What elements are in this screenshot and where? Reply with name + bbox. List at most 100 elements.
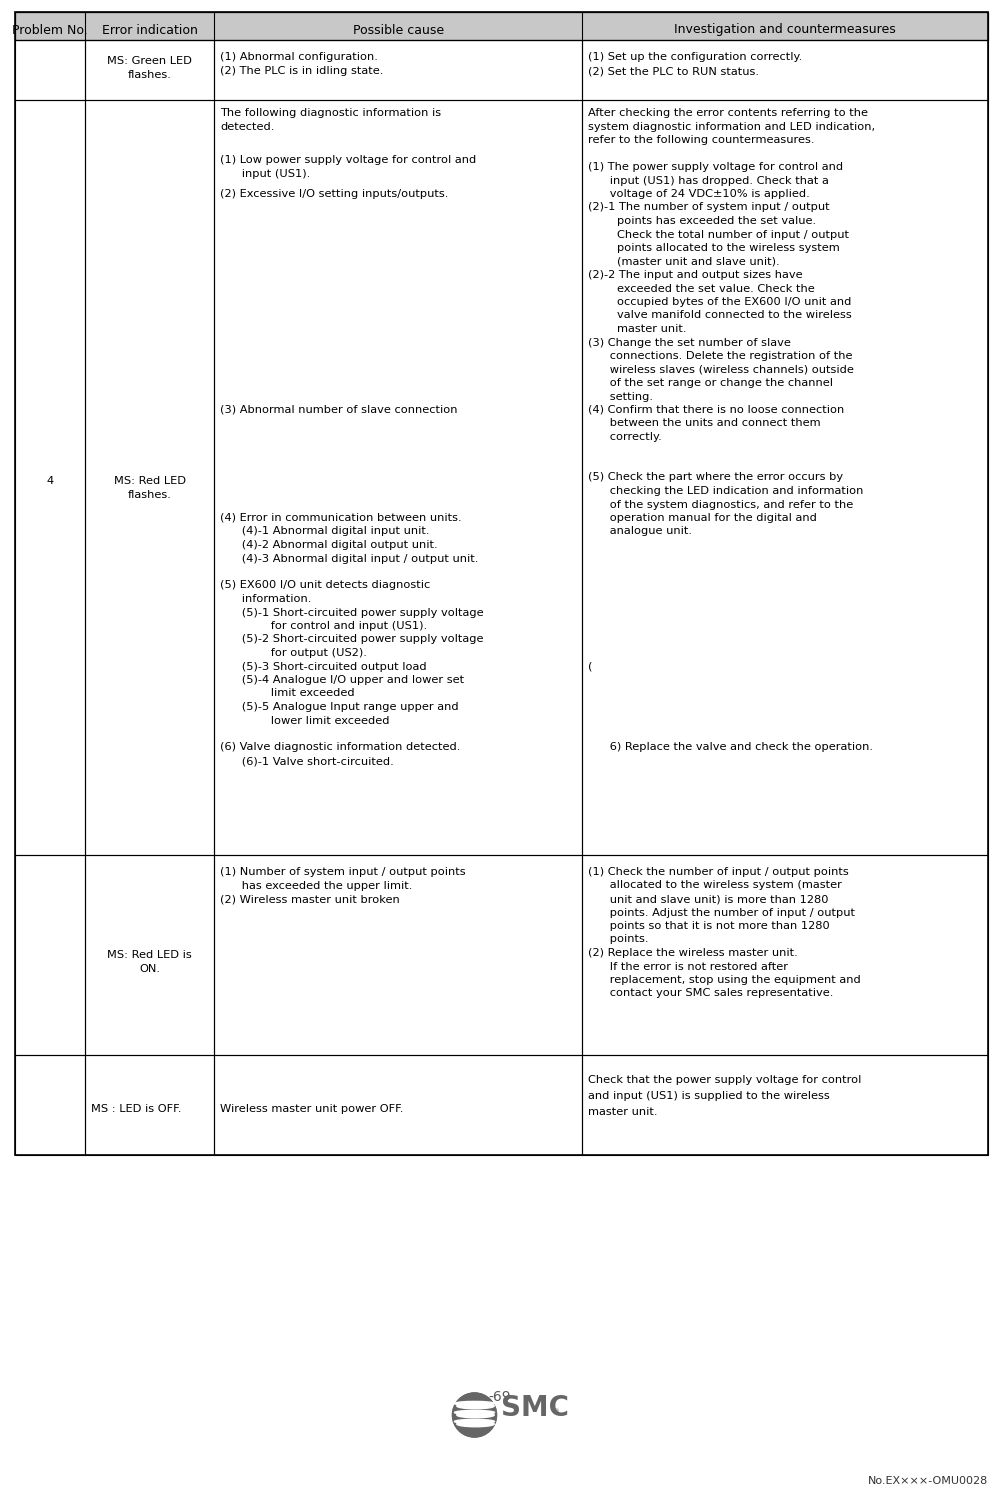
Text: detected.: detected.: [220, 122, 274, 131]
Text: replacement, stop using the equipment and: replacement, stop using the equipment an…: [588, 974, 861, 985]
Text: contact your SMC sales representative.: contact your SMC sales representative.: [588, 988, 833, 998]
Text: No.EX×××-OMU0028: No.EX×××-OMU0028: [867, 1477, 988, 1486]
Text: (5)-5 Analogue Input range upper and: (5)-5 Analogue Input range upper and: [220, 702, 459, 712]
Bar: [214, 855, 582, 1055]
Text: MS : LED is OFF.: MS : LED is OFF.: [91, 1104, 182, 1115]
Text: flashes.: flashes.: [128, 70, 172, 80]
Text: refer to the following countermeasures.: refer to the following countermeasures.: [588, 136, 815, 145]
Text: occupied bytes of the EX600 I/O unit and: occupied bytes of the EX600 I/O unit and: [588, 297, 851, 307]
Text: 6) Replace the valve and check the operation.: 6) Replace the valve and check the opera…: [588, 742, 873, 752]
Bar: [582, 855, 988, 1055]
Text: unit and slave unit) is more than 1280: unit and slave unit) is more than 1280: [588, 894, 829, 904]
Bar: [85, 1055, 214, 1155]
Text: Wireless master unit power OFF.: Wireless master unit power OFF.: [220, 1104, 404, 1115]
Bar: [85, 40, 214, 100]
Text: system diagnostic information and LED indication,: system diagnostic information and LED in…: [588, 122, 875, 131]
Bar: [582, 1055, 988, 1155]
Text: MS: Green LED: MS: Green LED: [108, 57, 192, 66]
Text: and input (US1) is supplied to the wireless: and input (US1) is supplied to the wirel…: [588, 1091, 830, 1101]
Text: The following diagnostic information is: The following diagnostic information is: [220, 107, 441, 118]
Text: lower limit exceeded: lower limit exceeded: [220, 715, 390, 726]
Bar: [214, 100, 582, 855]
Text: input (US1).: input (US1).: [220, 168, 311, 179]
Bar: [582, 40, 988, 100]
Text: points so that it is not more than 1280: points so that it is not more than 1280: [588, 921, 830, 931]
Text: (3) Abnormal number of slave connection: (3) Abnormal number of slave connection: [220, 405, 458, 416]
Bar: [15, 100, 85, 855]
Text: analogue unit.: analogue unit.: [588, 526, 692, 536]
Text: MS: Red LED: MS: Red LED: [114, 475, 186, 486]
Text: Check the total number of input / output: Check the total number of input / output: [588, 229, 849, 240]
Text: (1) Abnormal configuration.: (1) Abnormal configuration.: [220, 52, 378, 63]
Text: voltage of 24 VDC±10% is applied.: voltage of 24 VDC±10% is applied.: [588, 189, 810, 200]
Text: points. Adjust the number of input / output: points. Adjust the number of input / out…: [588, 907, 855, 918]
Text: Investigation and countermeasures: Investigation and countermeasures: [674, 24, 896, 36]
Text: for control and input (US1).: for control and input (US1).: [220, 621, 427, 630]
Text: (5)-2 Short-circuited power supply voltage: (5)-2 Short-circuited power supply volta…: [220, 635, 484, 645]
Text: (2) Replace the wireless master unit.: (2) Replace the wireless master unit.: [588, 948, 798, 958]
Text: input (US1) has dropped. Check that a: input (US1) has dropped. Check that a: [588, 176, 829, 185]
Text: (6)-1 Valve short-circuited.: (6)-1 Valve short-circuited.: [220, 755, 394, 766]
Text: flashes.: flashes.: [128, 490, 172, 499]
Text: 4: 4: [46, 477, 53, 487]
Ellipse shape: [454, 1411, 494, 1414]
Ellipse shape: [457, 1404, 494, 1408]
Text: Possible cause: Possible cause: [353, 24, 444, 36]
Text: correctly.: correctly.: [588, 432, 662, 443]
Text: for output (US2).: for output (US2).: [220, 648, 368, 659]
Text: (1) Set up the configuration correctly.: (1) Set up the configuration correctly.: [588, 52, 803, 63]
Text: points.: points.: [588, 934, 649, 945]
Text: (2) The PLC is in idling state.: (2) The PLC is in idling state.: [220, 66, 384, 76]
Text: checking the LED indication and information: checking the LED indication and informat…: [588, 486, 863, 496]
Ellipse shape: [457, 1413, 494, 1418]
Bar: [15, 40, 85, 100]
Text: (5)-4 Analogue I/O upper and lower set: (5)-4 Analogue I/O upper and lower set: [220, 675, 464, 685]
Bar: [582, 100, 988, 855]
Bar: [15, 1055, 85, 1155]
Text: wireless slaves (wireless channels) outside: wireless slaves (wireless channels) outs…: [588, 365, 854, 374]
Text: ®: ®: [553, 1410, 560, 1416]
Text: (5) Check the part where the error occurs by: (5) Check the part where the error occur…: [588, 472, 843, 483]
Text: After checking the error contents referring to the: After checking the error contents referr…: [588, 107, 868, 118]
Text: If the error is not restored after: If the error is not restored after: [588, 961, 788, 971]
Text: (1) Number of system input / output points: (1) Number of system input / output poin…: [220, 867, 466, 878]
Text: master unit.: master unit.: [588, 323, 686, 334]
Text: SMC: SMC: [500, 1395, 569, 1421]
Text: (: (: [588, 662, 593, 672]
Bar: [85, 100, 214, 855]
Text: points allocated to the wireless system: points allocated to the wireless system: [588, 243, 840, 253]
Text: Problem No.: Problem No.: [12, 24, 87, 36]
Text: (2) Set the PLC to RUN status.: (2) Set the PLC to RUN status.: [588, 66, 759, 76]
Text: of the set range or change the channel: of the set range or change the channel: [588, 378, 833, 387]
Bar: [15, 12, 988, 1155]
Text: has exceeded the upper limit.: has exceeded the upper limit.: [220, 881, 413, 891]
Text: allocated to the wireless system (master: allocated to the wireless system (master: [588, 881, 842, 891]
Ellipse shape: [457, 1421, 494, 1427]
Text: (4) Confirm that there is no loose connection: (4) Confirm that there is no loose conne…: [588, 405, 844, 416]
Text: setting.: setting.: [588, 392, 653, 401]
Text: (5)-1 Short-circuited power supply voltage: (5)-1 Short-circuited power supply volta…: [220, 608, 484, 617]
Text: ON.: ON.: [140, 964, 160, 974]
Text: (4)-3 Abnormal digital input / output unit.: (4)-3 Abnormal digital input / output un…: [220, 553, 478, 563]
Text: between the units and connect them: between the units and connect them: [588, 419, 821, 429]
Text: (3) Change the set number of slave: (3) Change the set number of slave: [588, 338, 791, 347]
Text: operation manual for the digital and: operation manual for the digital and: [588, 513, 817, 523]
Text: (4)-1 Abnormal digital input unit.: (4)-1 Abnormal digital input unit.: [220, 526, 430, 536]
Bar: [85, 855, 214, 1055]
Ellipse shape: [454, 1420, 494, 1423]
Text: -69-: -69-: [488, 1390, 517, 1404]
Circle shape: [452, 1393, 496, 1436]
Text: Check that the power supply voltage for control: Check that the power supply voltage for …: [588, 1074, 861, 1085]
Text: valve manifold connected to the wireless: valve manifold connected to the wireless: [588, 310, 852, 320]
Ellipse shape: [454, 1402, 494, 1405]
Text: connections. Delete the registration of the: connections. Delete the registration of …: [588, 352, 853, 361]
Text: (1) Check the number of input / output points: (1) Check the number of input / output p…: [588, 867, 849, 878]
Text: limit exceeded: limit exceeded: [220, 688, 355, 699]
Text: (2) Wireless master unit broken: (2) Wireless master unit broken: [220, 895, 400, 904]
Text: master unit.: master unit.: [588, 1107, 657, 1118]
Text: (1) The power supply voltage for control and: (1) The power supply voltage for control…: [588, 162, 843, 171]
Text: of the system diagnostics, and refer to the: of the system diagnostics, and refer to …: [588, 499, 853, 510]
Bar: [214, 40, 582, 100]
Bar: [214, 1055, 582, 1155]
Bar: [15, 855, 85, 1055]
